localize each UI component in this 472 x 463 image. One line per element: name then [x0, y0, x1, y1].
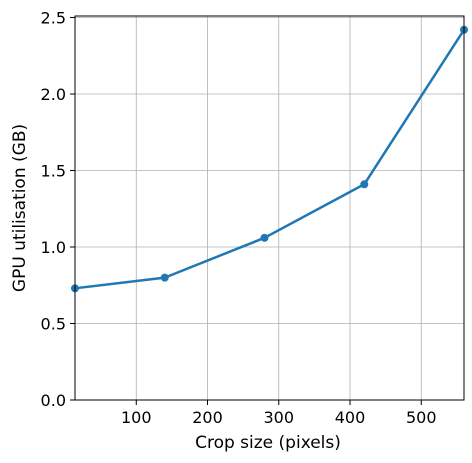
x-tick-label-3: 400	[335, 408, 366, 427]
x-axis-label: Crop size (pixels)	[195, 433, 341, 453]
y-axis-label: GPU utilisation (GB)	[10, 124, 30, 292]
y-tick-label-0: 0.0	[41, 391, 66, 410]
ticks: 100 200 300 400 500 0.0 0.5 1.0 1.5 2.0 2.5	[41, 9, 437, 427]
series-layer	[71, 26, 468, 293]
y-tick-label-5: 2.5	[41, 9, 66, 28]
y-tick-label-3: 1.5	[41, 162, 66, 181]
axes	[75, 16, 464, 400]
x-tick-label-1: 200	[192, 408, 223, 427]
x-tick-label-4: 500	[406, 408, 437, 427]
data-point-2	[261, 234, 269, 242]
y-tick-label-2: 1.0	[41, 238, 66, 257]
y-tick-label-1: 0.5	[41, 315, 66, 334]
plot-frame	[75, 16, 464, 400]
y-tick-label-4: 2.0	[41, 85, 66, 104]
data-point-3	[360, 180, 368, 188]
grid	[75, 16, 464, 400]
data-point-1	[161, 274, 169, 282]
x-tick-label-0: 100	[121, 408, 152, 427]
series-line-0	[75, 30, 464, 289]
x-tick-label-2: 300	[263, 408, 294, 427]
